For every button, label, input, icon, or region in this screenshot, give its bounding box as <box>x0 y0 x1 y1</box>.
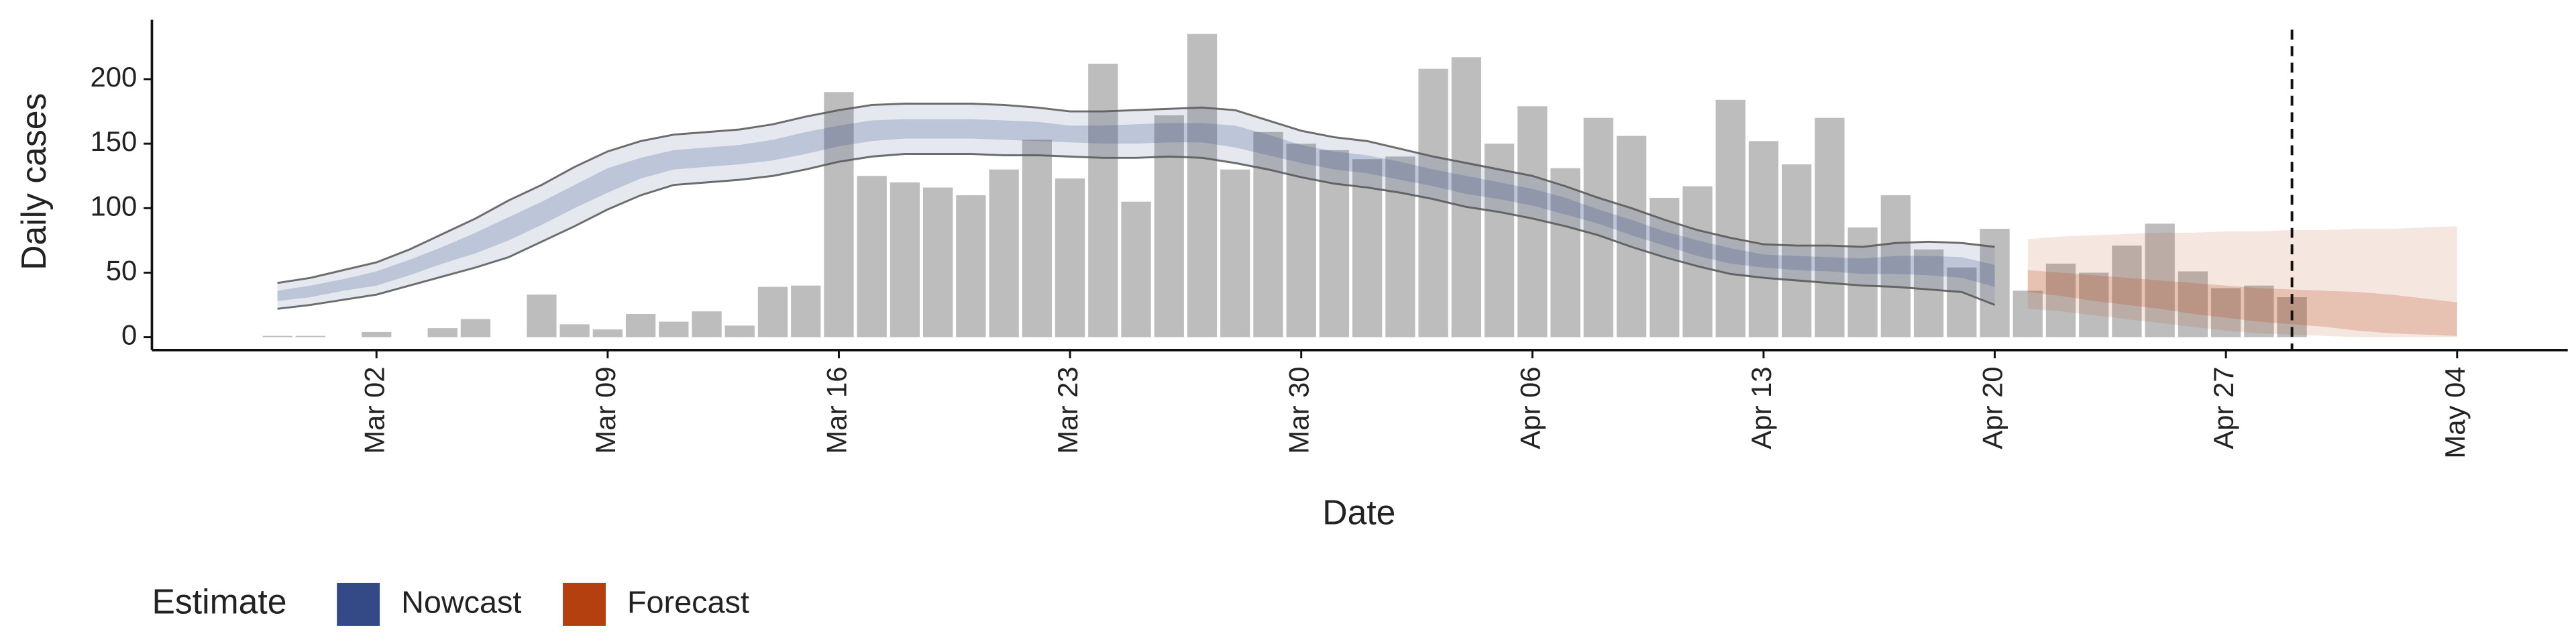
bar <box>527 294 557 337</box>
y-tick-label: 200 <box>91 61 138 93</box>
band-inner <box>2027 270 2457 336</box>
band-outer <box>2027 226 2457 337</box>
x-tick-label: Apr 13 <box>1746 366 1777 449</box>
legend-swatch <box>337 582 380 626</box>
band-outer <box>277 103 1995 309</box>
x-tick-label: May 04 <box>2439 366 2471 458</box>
y-tick-label: 0 <box>121 319 137 351</box>
bar <box>1220 169 1250 337</box>
bar <box>1022 140 1052 337</box>
bar <box>1187 34 1218 337</box>
bar <box>1947 267 1977 337</box>
bar <box>1748 141 1779 337</box>
bar <box>724 325 755 337</box>
bar <box>1616 136 1647 337</box>
bar <box>262 335 292 337</box>
bar <box>2145 223 2175 337</box>
bar <box>625 314 656 337</box>
legend-title: Estimate <box>152 582 286 621</box>
bar <box>890 182 920 337</box>
bar <box>1484 144 1515 337</box>
y-axis-title: Daily cases <box>14 93 53 270</box>
bar <box>1253 131 1283 337</box>
x-tick-label: Mar 30 <box>1283 366 1315 453</box>
y-tick-label: 50 <box>106 255 138 286</box>
bar <box>791 285 821 337</box>
y-tick-label: 100 <box>91 190 138 221</box>
bar <box>1286 144 1316 337</box>
bar <box>427 328 458 337</box>
bar <box>1550 168 1580 337</box>
bar <box>460 319 491 337</box>
x-tick-label: Apr 27 <box>2208 366 2239 449</box>
bar <box>1418 68 1448 337</box>
bar <box>1913 249 1944 337</box>
legend-label: Nowcast <box>401 584 521 619</box>
bar <box>1154 115 1184 337</box>
x-axis-title: Date <box>1322 493 1395 532</box>
bar <box>1880 195 1911 337</box>
x-tick-label: Mar 23 <box>1052 366 1083 453</box>
bar <box>989 169 1019 337</box>
bar <box>2178 271 2208 337</box>
bar <box>1650 197 1680 337</box>
band-edge <box>277 103 1995 284</box>
bar <box>659 321 689 337</box>
bar <box>1682 186 1713 337</box>
x-tick-label: Apr 06 <box>1514 366 1546 449</box>
bar <box>1055 178 1085 337</box>
x-tick-label: Apr 20 <box>1977 366 2008 449</box>
bar <box>956 195 986 337</box>
bar <box>2211 288 2241 337</box>
legend-swatch <box>562 582 606 626</box>
x-tick-label: Mar 16 <box>821 366 853 453</box>
bar <box>1782 164 1812 337</box>
legend-label: Forecast <box>627 584 749 619</box>
x-tick-label: Mar 02 <box>358 366 390 453</box>
bar <box>2079 272 2109 337</box>
bar <box>2244 285 2274 337</box>
bar <box>857 176 887 337</box>
bar <box>1715 99 1746 337</box>
bar <box>692 311 722 337</box>
bar <box>1121 201 1151 337</box>
bar <box>295 335 325 337</box>
bar <box>1815 117 1845 337</box>
band-edge <box>277 153 1996 310</box>
bar <box>362 331 392 337</box>
bar <box>1583 117 1613 337</box>
bar <box>1088 63 1118 337</box>
bar <box>1385 156 1415 337</box>
bar <box>2112 246 2142 337</box>
bar <box>824 92 854 337</box>
bar <box>757 286 788 337</box>
band-inner <box>277 119 1995 301</box>
y-tick-label: 150 <box>91 125 138 157</box>
bar <box>592 329 623 337</box>
bar <box>923 187 953 337</box>
bar <box>2012 290 2043 337</box>
bar <box>559 324 590 337</box>
x-tick-label: Mar 09 <box>590 366 621 453</box>
bar <box>2045 264 2076 337</box>
bar <box>1451 57 1481 337</box>
